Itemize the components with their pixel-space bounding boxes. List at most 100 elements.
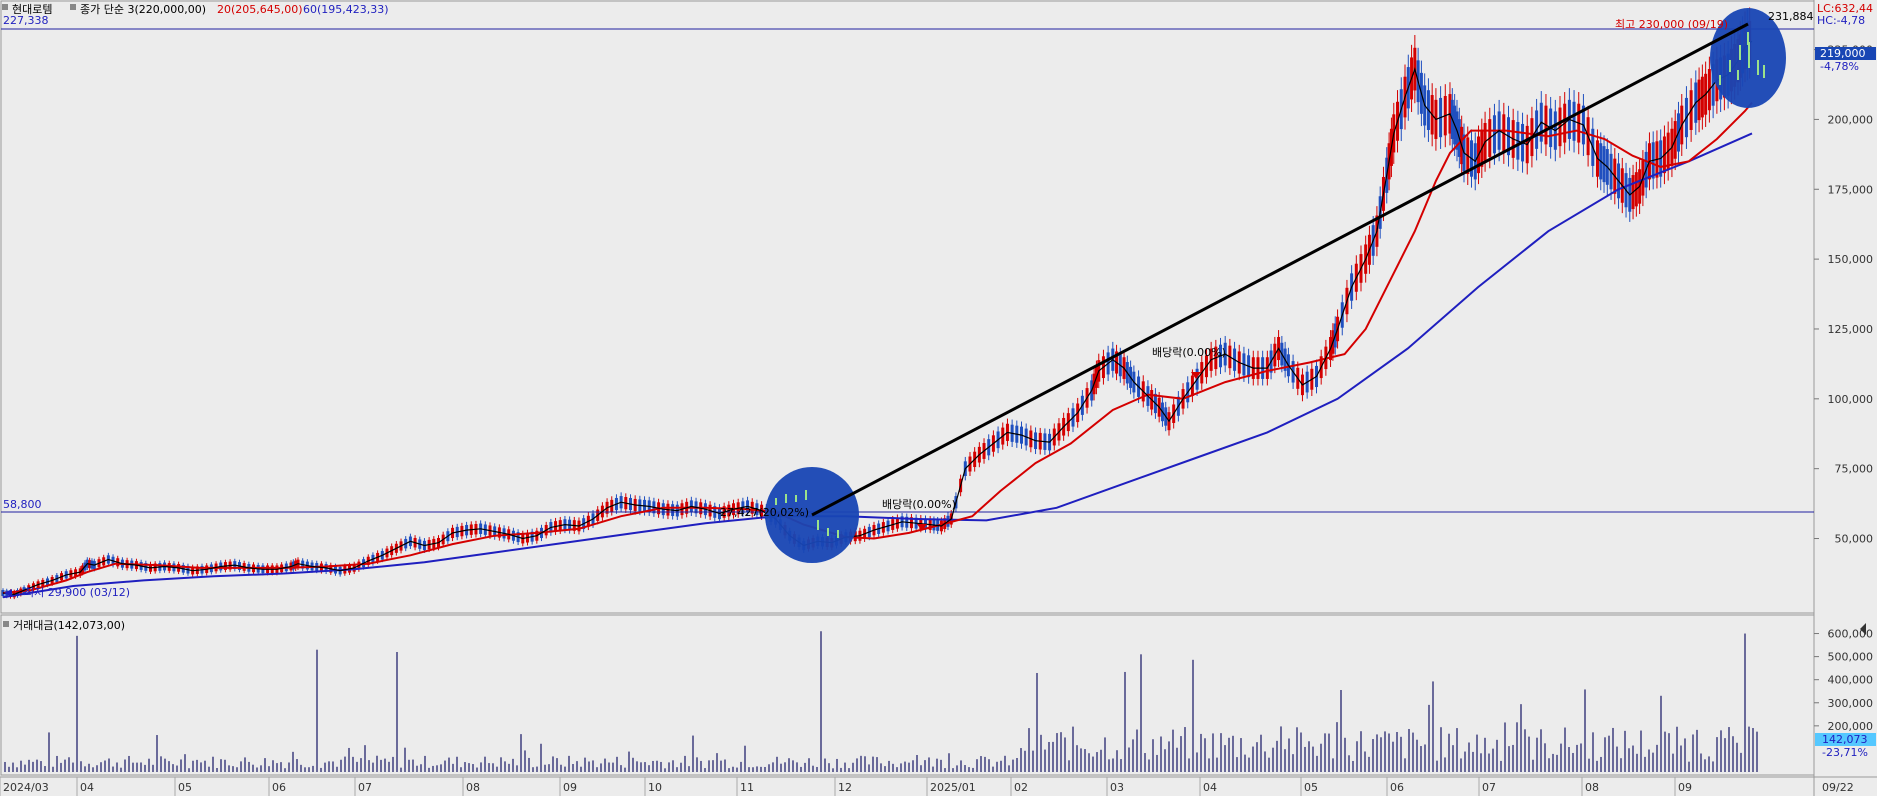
volume-bar <box>1412 732 1414 772</box>
volume-bar <box>1420 746 1422 772</box>
volume-bar <box>1184 727 1186 772</box>
volume-bar <box>336 766 338 772</box>
volume-bar <box>1404 758 1406 772</box>
volume-bar <box>68 757 70 772</box>
volume-bar <box>240 761 242 772</box>
dividend-arrow-icon-1 <box>1191 372 1201 379</box>
volume-bar <box>128 755 130 772</box>
volume-bar <box>1104 737 1106 772</box>
volume-bar <box>60 762 62 772</box>
volume-bar <box>520 734 522 772</box>
volume-bar <box>1636 753 1638 772</box>
volume-bar <box>988 759 990 772</box>
volume-bar <box>1128 747 1130 772</box>
volume-bar <box>192 760 194 772</box>
volume-bar <box>1740 752 1742 772</box>
ma60-line <box>2 132 1753 599</box>
volume-bar <box>1624 730 1626 772</box>
volume-bar <box>1396 732 1398 772</box>
x-tick-label: 09 <box>1678 781 1692 794</box>
volume-bar <box>332 761 334 772</box>
volume-bar <box>76 635 78 772</box>
volume-bar <box>1260 734 1262 772</box>
volume-bar <box>1592 732 1594 772</box>
y-tick-label: 75,000 <box>1835 463 1874 476</box>
y-tick-label: 150,000 <box>1828 253 1874 266</box>
volume-bar <box>924 760 926 772</box>
volume-bar <box>1572 752 1574 772</box>
menu-square-icon-2[interactable] <box>70 4 76 10</box>
volume-bar <box>96 765 98 772</box>
volume-bar <box>1036 672 1038 772</box>
volume-menu-icon[interactable] <box>3 621 9 627</box>
volume-bar <box>836 758 838 772</box>
current-price: 219,000 <box>1820 47 1866 60</box>
volume-bar <box>860 755 862 772</box>
volume-bar <box>784 762 786 772</box>
volume-current-box <box>1815 733 1876 746</box>
current-price-box <box>1815 47 1876 60</box>
volume-bar <box>1680 745 1682 772</box>
volume-bar <box>920 765 922 772</box>
volume-tick-label: 200,000 <box>1828 720 1874 733</box>
volume-bar <box>956 765 958 772</box>
volume-bar <box>728 768 730 772</box>
volume-bar <box>916 754 918 772</box>
volume-bar <box>1480 753 1482 772</box>
volume-bar <box>564 766 566 772</box>
volume-bar <box>536 766 538 772</box>
volume-bar <box>184 754 186 772</box>
volume-bar <box>1716 737 1718 772</box>
volume-bar <box>772 762 774 772</box>
volume-bar <box>1080 748 1082 772</box>
volume-bar <box>208 766 210 772</box>
volume-bar <box>560 764 562 772</box>
price-line <box>2 40 1753 596</box>
volume-bar <box>1324 733 1326 772</box>
volume-bar <box>1632 745 1634 772</box>
x-tick-label: 06 <box>272 781 286 794</box>
volume-bar <box>624 767 626 772</box>
volume-bar <box>368 760 370 772</box>
volume-bar <box>1588 758 1590 772</box>
volume-bar <box>1548 758 1550 772</box>
volume-bar <box>608 762 610 772</box>
x-tick-label: 07 <box>358 781 372 794</box>
x-tick-label: 02 <box>1014 781 1028 794</box>
volume-bar <box>996 761 998 772</box>
volume-bar <box>1168 741 1170 772</box>
volume-bar <box>1360 731 1362 772</box>
volume-bar <box>132 762 134 772</box>
volume-bar <box>788 758 790 772</box>
volume-bar <box>384 758 386 772</box>
x-tick-label: 09 <box>563 781 577 794</box>
header: 현대로템 종가 단순 3(220,000,00) 20(205,645,00) … <box>2 2 1873 27</box>
volume-bar <box>648 765 650 772</box>
volume-bar <box>200 762 202 772</box>
volume-bar <box>224 759 226 772</box>
y-tick-label: 125,000 <box>1828 323 1874 336</box>
scroll-left-icon[interactable] <box>1860 623 1866 635</box>
volume-bar <box>512 758 514 772</box>
volume-bar <box>432 765 434 772</box>
volume-bar <box>204 760 206 772</box>
volume-bar <box>680 762 682 772</box>
volume-bar <box>1220 733 1222 772</box>
volume-tick-label: 300,000 <box>1828 697 1874 710</box>
volume-bar <box>300 764 302 772</box>
circle-right-candles <box>1719 32 1765 85</box>
volume-bar <box>1092 756 1094 772</box>
volume-bar <box>1248 757 1250 772</box>
volume-bar <box>424 755 426 772</box>
volume-bar <box>88 763 90 772</box>
volume-bar <box>1072 726 1074 772</box>
volume-bar <box>908 762 910 772</box>
volume-bar <box>492 763 494 772</box>
menu-square-icon[interactable] <box>2 4 8 10</box>
volume-bar <box>1320 743 1322 772</box>
volume-bar <box>1240 738 1242 772</box>
volume-bar <box>1024 750 1026 772</box>
x-tick-label: 06 <box>1390 781 1404 794</box>
volume-bar <box>260 765 262 772</box>
mid-line-value: 58,800 <box>3 498 42 511</box>
